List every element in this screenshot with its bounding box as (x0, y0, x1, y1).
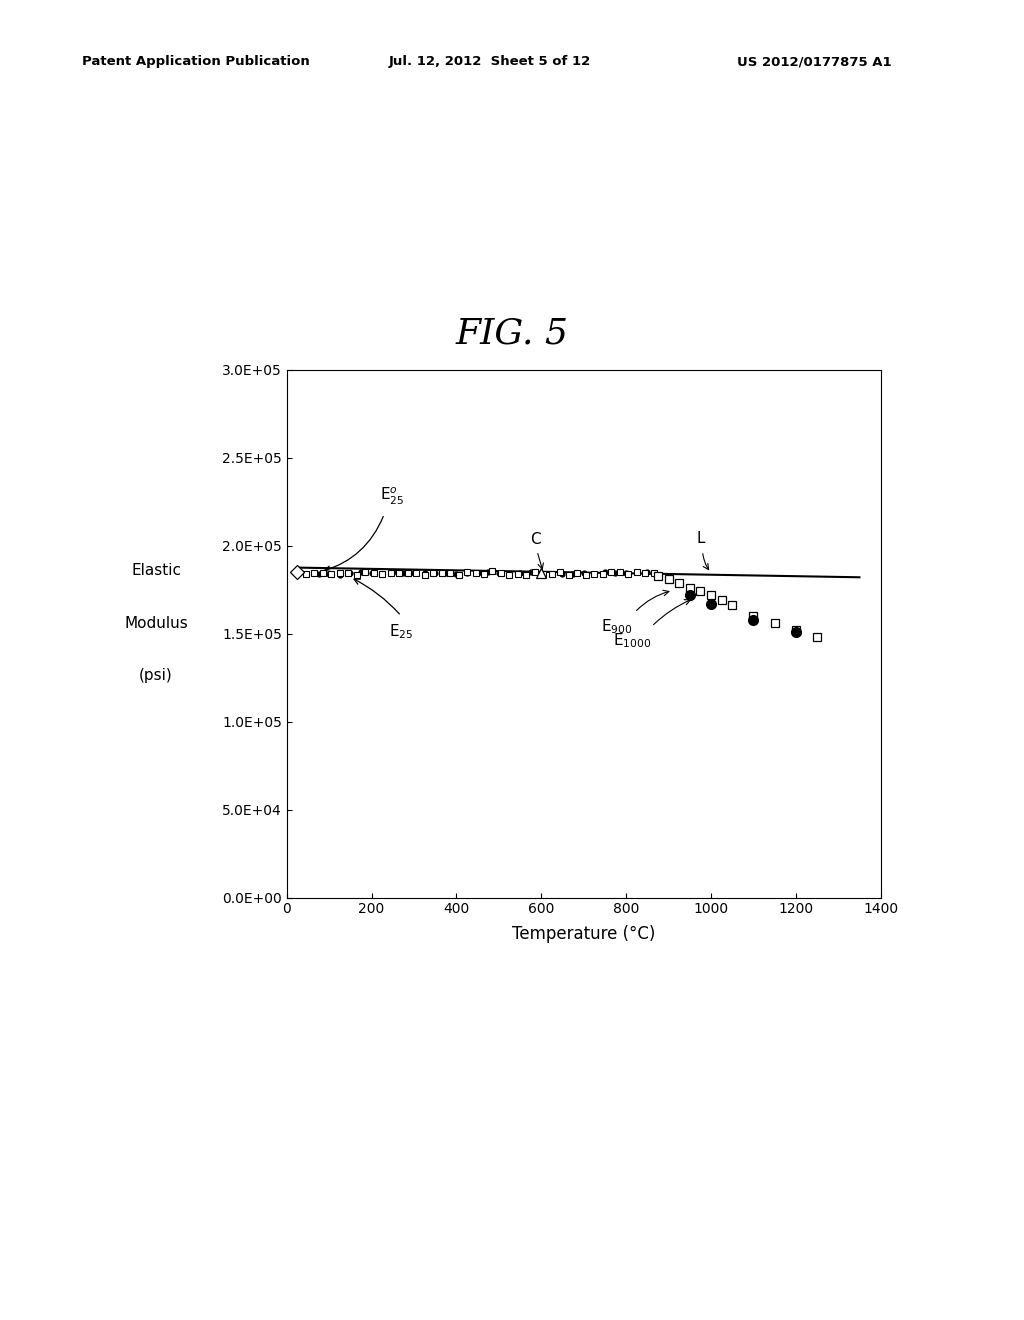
Text: L: L (696, 531, 705, 545)
Text: E$_{25}$: E$_{25}$ (388, 622, 413, 642)
Text: FIG. 5: FIG. 5 (456, 317, 568, 351)
Text: E$_{900}$: E$_{900}$ (601, 616, 632, 635)
Text: Elastic: Elastic (131, 562, 181, 578)
Text: US 2012/0177875 A1: US 2012/0177875 A1 (737, 55, 892, 69)
Text: C: C (530, 532, 541, 548)
Text: Jul. 12, 2012  Sheet 5 of 12: Jul. 12, 2012 Sheet 5 of 12 (389, 55, 592, 69)
Text: Modulus: Modulus (124, 615, 188, 631)
Text: (psi): (psi) (139, 668, 173, 684)
Text: Patent Application Publication: Patent Application Publication (82, 55, 309, 69)
X-axis label: Temperature (°C): Temperature (°C) (512, 925, 655, 942)
Text: E$_{1000}$: E$_{1000}$ (613, 631, 651, 649)
Text: E$^o_{25}$: E$^o_{25}$ (380, 486, 404, 507)
